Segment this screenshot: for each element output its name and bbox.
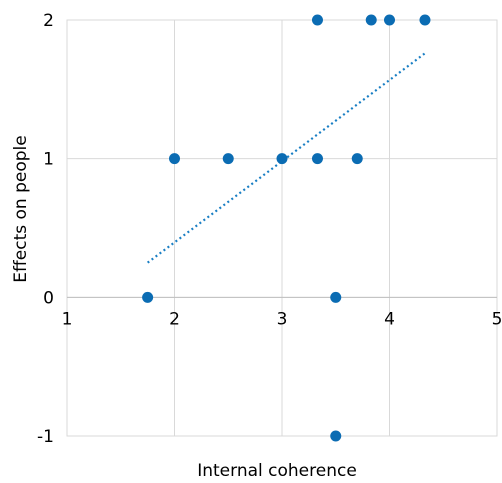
data-point bbox=[330, 430, 342, 442]
x-axis-title: Internal coherence bbox=[197, 461, 357, 481]
y-tick-label: 1 bbox=[43, 150, 54, 170]
data-point bbox=[419, 14, 431, 26]
data-point bbox=[169, 153, 180, 165]
data-point bbox=[222, 153, 234, 165]
data-point bbox=[311, 153, 323, 165]
data-point bbox=[142, 291, 154, 303]
y-tick-label: 2 bbox=[43, 11, 54, 31]
grid bbox=[66, 19, 498, 437]
y-tick-label: 0 bbox=[43, 288, 54, 308]
x-tick-label: 2 bbox=[169, 309, 180, 329]
x-tick-label: 4 bbox=[384, 309, 395, 329]
data-points bbox=[142, 14, 431, 442]
y-tick-label: -1 bbox=[37, 427, 54, 447]
x-tick-label: 1 bbox=[62, 309, 73, 329]
data-point bbox=[311, 14, 323, 26]
data-point bbox=[276, 153, 288, 165]
data-point bbox=[330, 291, 342, 303]
data-point bbox=[384, 14, 395, 26]
data-point bbox=[351, 153, 363, 165]
y-axis-title: Effects on people bbox=[11, 135, 31, 282]
x-tick-label: 3 bbox=[277, 309, 288, 329]
data-point bbox=[365, 14, 377, 26]
x-tick-label: 5 bbox=[492, 309, 502, 329]
